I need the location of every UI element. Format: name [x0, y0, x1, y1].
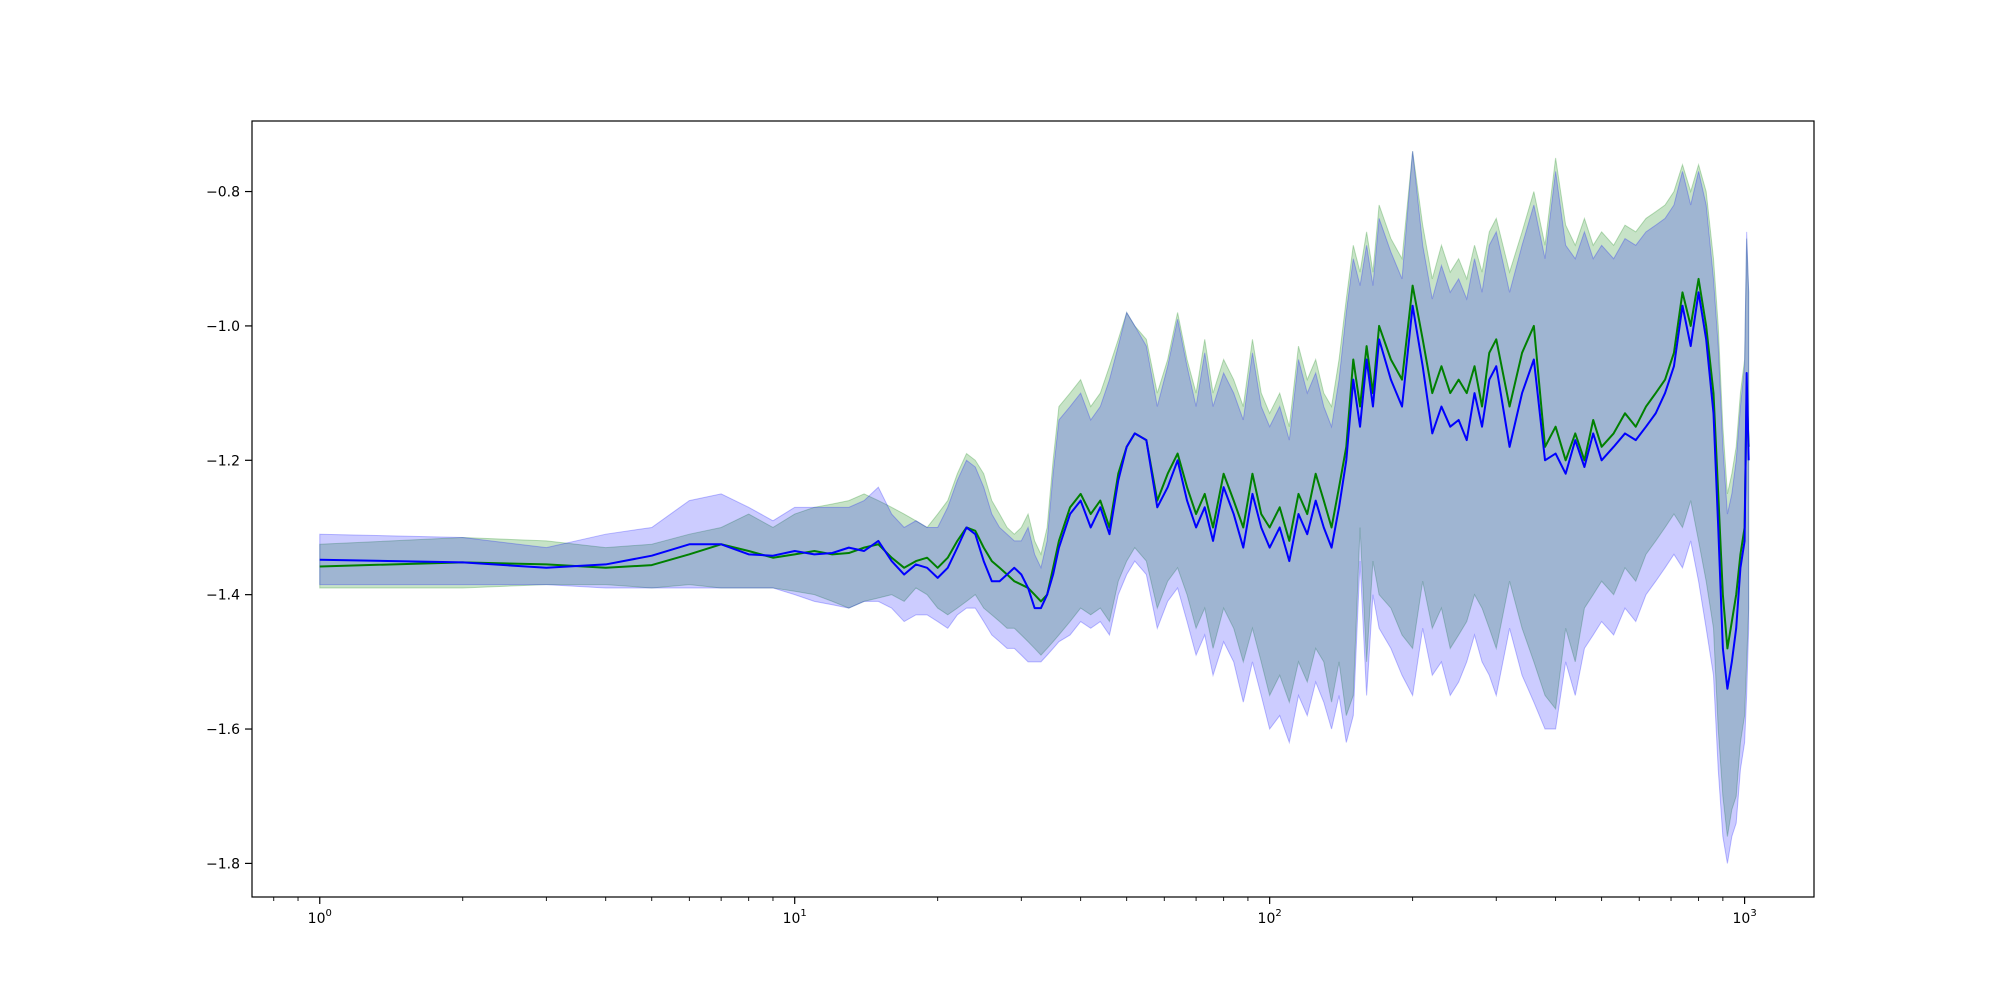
x-tick-label: 101 [783, 908, 807, 927]
x-tick-label: 102 [1258, 908, 1282, 927]
y-tick-label: −1.6 [206, 722, 240, 738]
y-tick-label: −1.2 [206, 453, 240, 469]
series-0-band [319, 151, 1750, 837]
series-0-line [319, 277, 1750, 650]
x-axis: 100 101 102 103 [273, 897, 1757, 927]
series-1-band [319, 151, 1750, 864]
y-tick-label: −1.4 [206, 588, 240, 604]
y-tick-label: −1.8 [206, 856, 240, 872]
plot-frame [251, 120, 1815, 898]
x-tick-label: 103 [1732, 908, 1756, 927]
y-axis: −1.8 −1.6 −1.4 −1.2 −1.0 −0.8 [206, 185, 252, 872]
x-tick-label: 100 [308, 908, 332, 927]
series-lines [319, 277, 1750, 690]
series-1-line [319, 291, 1750, 690]
confidence-bands [319, 151, 1750, 864]
y-tick-label: −1.0 [206, 319, 240, 335]
y-tick-label: −0.8 [206, 185, 240, 201]
